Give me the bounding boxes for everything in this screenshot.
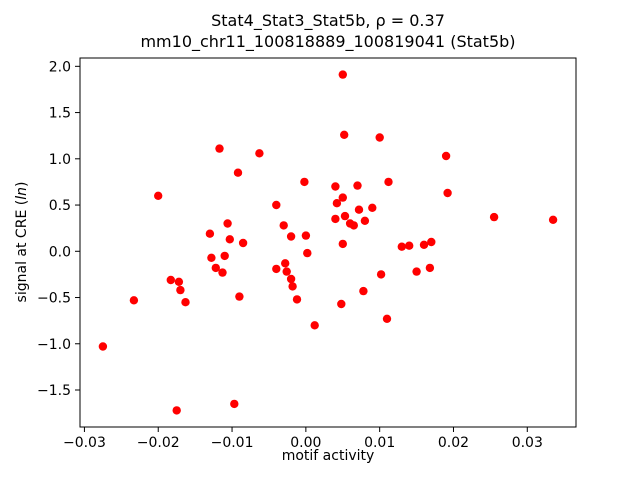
data-point — [279, 221, 288, 230]
data-point — [548, 215, 558, 224]
y-tick-label: 0.5 — [49, 198, 71, 214]
data-point — [235, 292, 244, 301]
y-axis-label-italic: ln — [14, 187, 30, 200]
data-point — [282, 267, 291, 276]
y-axis-label-suffix: ) — [14, 181, 30, 188]
x-tick-label: 0.00 — [290, 435, 321, 451]
data-point — [376, 270, 386, 279]
data-point — [238, 238, 248, 248]
data-point — [489, 212, 499, 222]
data-point — [288, 282, 297, 291]
data-point — [349, 221, 358, 230]
chart-title-line1: Stat4_Stat3_Stat5b, ρ = 0.37 — [211, 11, 445, 30]
data-point — [215, 144, 224, 153]
y-tick-label: 1.0 — [49, 152, 71, 168]
y-tick-label: 1.5 — [49, 106, 71, 122]
y-tick-label: 0.0 — [49, 244, 71, 260]
data-point — [272, 200, 281, 210]
data-point — [337, 299, 346, 309]
y-tick-label: −1.5 — [37, 383, 71, 399]
y-tick-label: −0.5 — [37, 291, 71, 307]
x-tick-label: −0.01 — [211, 435, 254, 451]
data-point — [382, 314, 392, 323]
data-point — [310, 321, 319, 330]
x-axis-label: motif activity — [282, 448, 375, 464]
chart-title-text: Stat4_Stat3_Stat5b, ρ = 0.37 — [211, 11, 445, 30]
data-point — [218, 268, 227, 277]
data-point — [353, 181, 362, 190]
data-point — [354, 205, 364, 214]
data-point — [331, 182, 340, 191]
data-point — [359, 286, 368, 296]
x-axis-label-text: motif activity — [281, 448, 375, 464]
data-point — [223, 219, 232, 228]
data-point — [129, 296, 139, 305]
x-tick-label: −0.02 — [137, 435, 180, 451]
data-point — [176, 285, 185, 295]
data-point — [174, 277, 184, 286]
data-point — [166, 275, 175, 285]
data-point — [397, 242, 406, 251]
chart-subtitle-text: mm10_chr11_100818889_100819041 (Stat5b) — [140, 32, 516, 51]
scatter-points — [98, 70, 558, 415]
data-point — [338, 70, 347, 79]
data-point — [441, 151, 451, 161]
data-point — [427, 237, 436, 247]
x-tick-label: 0.03 — [512, 435, 543, 451]
x-tick-label: 0.01 — [364, 435, 395, 451]
data-point — [303, 248, 312, 258]
data-point — [181, 298, 190, 307]
data-point — [412, 267, 421, 276]
data-point — [340, 130, 349, 139]
data-point — [272, 264, 281, 274]
y-axis-ticks: −1.5 −1.0 −0.5 0.0 0.5 1.0 1.5 2.0 — [37, 59, 80, 399]
data-point — [375, 133, 384, 142]
data-point — [286, 232, 296, 241]
data-point — [225, 235, 234, 244]
data-point — [443, 188, 452, 198]
x-axis-ticks: −0.03 −0.02 −0.01 0.00 0.01 0.02 0.03 — [63, 427, 543, 451]
chart-title-line2: mm10_chr11_100818889_100819041 (Stat5b) — [140, 32, 515, 51]
data-point — [332, 199, 342, 208]
data-point — [338, 239, 347, 249]
data-point — [154, 191, 163, 200]
data-point — [338, 193, 347, 202]
data-point — [360, 216, 370, 225]
data-point — [281, 259, 290, 268]
data-point — [419, 240, 429, 249]
y-axis-label: signal at CRE (ln) — [14, 182, 30, 303]
data-point — [230, 399, 239, 409]
data-point — [98, 342, 108, 351]
data-point — [292, 295, 302, 304]
data-point — [384, 177, 393, 187]
data-point — [300, 177, 309, 187]
data-point — [255, 149, 264, 158]
data-point — [425, 263, 435, 273]
data-point — [207, 253, 216, 262]
data-point — [340, 211, 350, 221]
data-point — [301, 231, 311, 240]
y-tick-label: 2.0 — [49, 59, 71, 75]
data-point — [205, 229, 215, 238]
data-point — [368, 203, 377, 212]
data-point — [405, 241, 414, 250]
data-point — [331, 214, 340, 224]
axes-spines — [79, 57, 577, 428]
data-point — [172, 406, 181, 415]
data-point — [286, 274, 296, 284]
y-tick-label: −1.0 — [37, 337, 71, 353]
x-tick-label: −0.03 — [63, 435, 106, 451]
data-point — [211, 263, 220, 273]
data-point — [220, 251, 229, 261]
x-tick-label: 0.02 — [438, 435, 469, 451]
y-axis-label-prefix: signal at CRE ( — [14, 199, 30, 303]
data-point — [233, 168, 243, 177]
